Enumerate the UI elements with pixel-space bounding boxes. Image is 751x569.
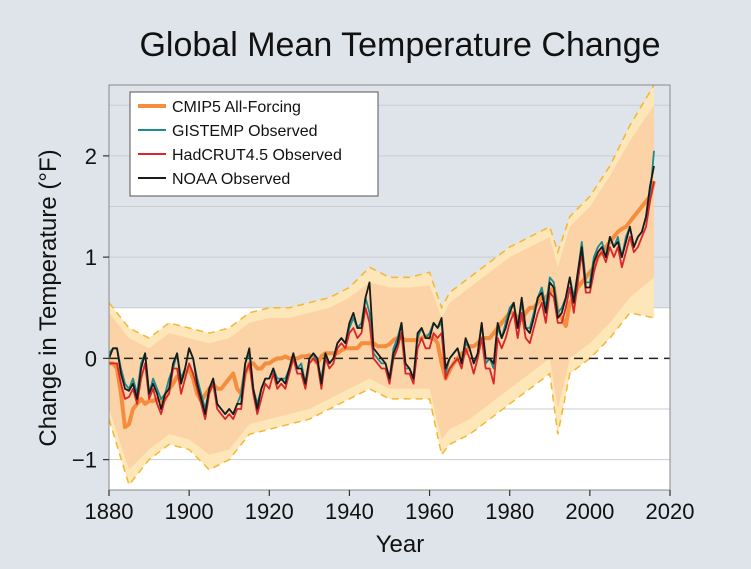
x-tick-label: 1900 [165,499,214,524]
chart-title: Global Mean Temperature Change [139,26,660,64]
x-axis-label: Year [376,531,425,558]
series-line-noaa [108,165,655,415]
y-tick-label: 1 [85,245,97,270]
x-tick-label: 1880 [85,499,134,524]
y-axis-label: Change in Temperature (°F) [35,149,62,446]
x-tick-label: 2000 [565,499,614,524]
y-tick-label: −1 [72,448,97,473]
x-tick-label: 1960 [405,499,454,524]
legend-label-cmip5: CMIP5 All-Forcing [172,99,301,116]
y-tick-label: 2 [85,144,97,169]
legend-label-noaa: NOAA Observed [172,171,290,188]
legend-label-hadcrut: HadCRUT4.5 Observed [172,147,342,164]
model-range-upper-edge [108,84,655,339]
legend-box [129,91,379,197]
x-tick-label: 1920 [245,499,294,524]
x-tick-label: 1980 [485,499,534,524]
x-tick-label: 2020 [646,499,695,524]
model-range-lower-edge [108,311,655,487]
legend-label-gistemp: GISTEMP Observed [172,123,318,140]
legend: CMIP5 All-Forcing GISTEMP Observed HadCRUT… [129,91,379,197]
series-line-hadcrut [109,181,655,420]
x-tick-label: 1940 [325,499,374,524]
plot-frame [108,84,671,491]
y-tick-label: 0 [85,346,97,371]
